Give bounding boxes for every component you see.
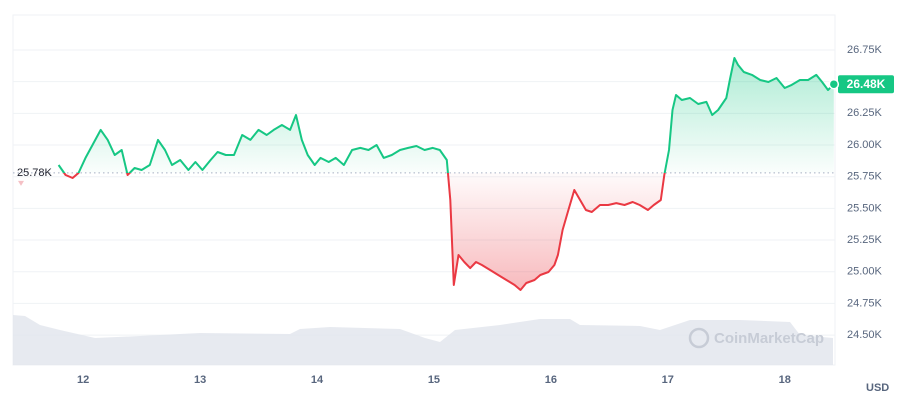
y-unit: USD (866, 382, 889, 394)
x-tick-label: 16 (545, 374, 557, 386)
y-tick-label: 25.00K (847, 266, 883, 278)
price-line (57, 57, 835, 291)
y-tick-label: 26.00K (847, 139, 883, 151)
y-tick-label: 24.50K (847, 329, 883, 341)
x-tick-label: 14 (311, 374, 324, 386)
watermark-logo (688, 327, 710, 349)
y-tick-label: 26.75K (847, 44, 883, 56)
y-tick-label: 24.75K (847, 297, 883, 309)
volume-band (13, 315, 833, 365)
x-tick-label: 13 (194, 374, 206, 386)
x-tick-label: 12 (77, 374, 89, 386)
watermark-group: CoinMarketCap (688, 327, 824, 349)
x-tick-label: 18 (779, 374, 791, 386)
x-tick-label: 15 (428, 374, 440, 386)
plot-frame (12, 14, 836, 366)
y-tick-label: 25.50K (847, 202, 883, 214)
y-tick-label: 25.25K (847, 234, 883, 246)
last-price-label: 26.48K (847, 77, 886, 91)
x-tick-label: 17 (662, 374, 674, 386)
last-price-badge (838, 75, 894, 94)
watermark: CoinMarketCap (714, 330, 824, 347)
reference-label: 25.78K (17, 167, 53, 179)
y-tick-label: 26.25K (847, 107, 883, 119)
last-point (828, 78, 840, 90)
reference-marker (18, 180, 24, 186)
price-area (58, 58, 834, 290)
y-tick-label: 25.75K (847, 171, 883, 183)
